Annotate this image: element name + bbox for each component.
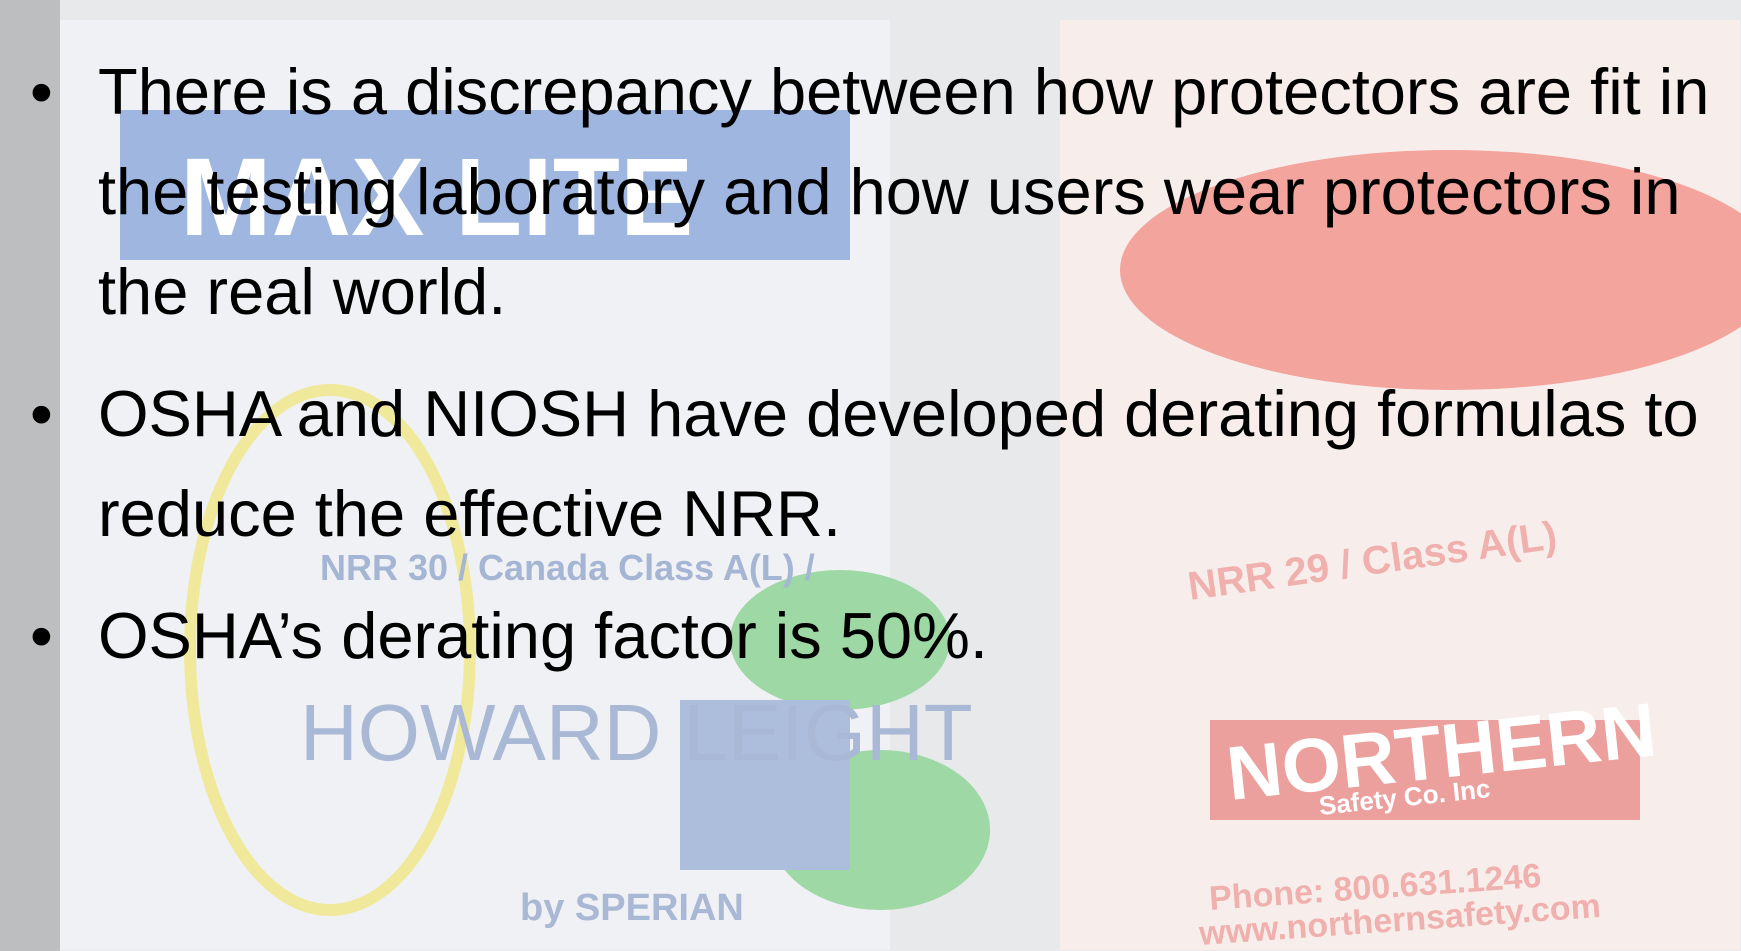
bullet: OSHA’s derating factor is 50%. [30, 586, 1710, 686]
bullet-list: There is a discrepancy between how prote… [30, 42, 1710, 708]
bullet: There is a discrepancy between how prote… [30, 42, 1710, 342]
bullet: OSHA and NIOSH have developed derating f… [30, 364, 1710, 564]
slide: MAX LITE NRR 30 / Canada Class A(L) / HO… [0, 0, 1741, 951]
